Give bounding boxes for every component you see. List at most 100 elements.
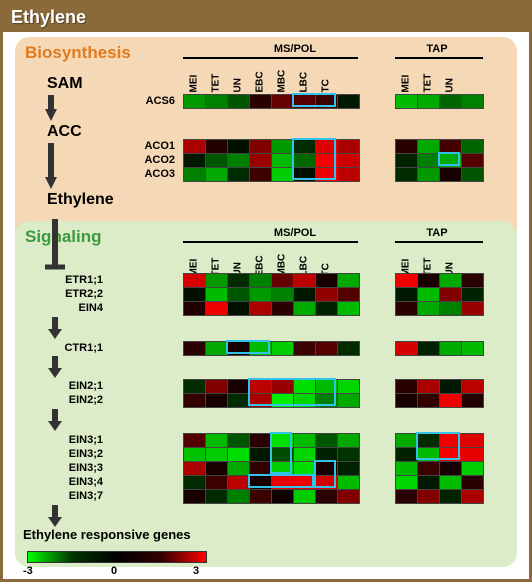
heatmap-cell	[440, 302, 462, 316]
heatmap-cell	[294, 434, 316, 448]
heatmap-cell	[396, 476, 418, 490]
heatmap-cell	[272, 302, 294, 316]
heatmap-cell	[462, 168, 484, 182]
heatmap-cell	[316, 490, 338, 504]
heatmap-cell	[418, 476, 440, 490]
heatmap-cell	[228, 434, 250, 448]
heatmap-cell	[250, 394, 272, 408]
heatmap-cell	[184, 140, 206, 154]
heatmap-biosyn-acs-tap	[395, 94, 484, 109]
heatmap-cell	[462, 462, 484, 476]
arrow-icon	[45, 109, 57, 121]
heatmap-cell	[418, 448, 440, 462]
heatmap-cell	[250, 380, 272, 394]
heatmap-cell	[184, 380, 206, 394]
arrow-stem	[48, 143, 54, 177]
heatmap-cell	[294, 342, 316, 356]
heatmap-cell	[206, 274, 228, 288]
gene-label: ACO3	[105, 167, 175, 181]
heatmap-cell	[184, 462, 206, 476]
heatmap-cell	[396, 448, 418, 462]
heatmap-cell	[272, 490, 294, 504]
heatmap-cell	[272, 380, 294, 394]
heatmap-cell	[338, 95, 360, 109]
pathway-node-ethylene: Ethylene	[47, 191, 163, 209]
heatmap-cell	[206, 380, 228, 394]
column-label: MBC	[277, 71, 288, 93]
heatmap-cell	[250, 95, 272, 109]
heatmap-cell	[396, 274, 418, 288]
heatmap-cell	[250, 434, 272, 448]
heatmap-cell	[184, 95, 206, 109]
gene-label: EIN4	[25, 301, 103, 315]
heatmap-cell	[440, 274, 462, 288]
heatmap-cell	[316, 274, 338, 288]
heatmap-cell	[462, 302, 484, 316]
gene-label: EIN3;4	[25, 475, 103, 489]
heatmap-cell	[206, 168, 228, 182]
heatmap-cell	[440, 380, 462, 394]
heatmap-cell	[184, 476, 206, 490]
heatmap-cell	[250, 302, 272, 316]
heatmap-cell	[440, 168, 462, 182]
biosynthesis-title: Biosynthesis	[25, 43, 131, 63]
heatmap-cell	[462, 490, 484, 504]
heatmap-cell	[272, 274, 294, 288]
heatmap-cell	[206, 394, 228, 408]
heatmap-cell	[206, 154, 228, 168]
heatmap-cell	[418, 302, 440, 316]
heatmap-cell	[338, 462, 360, 476]
heatmap-cell	[272, 476, 294, 490]
heatmap-cell	[228, 154, 250, 168]
heatmap-cell	[228, 274, 250, 288]
column-label: TC	[321, 71, 332, 93]
sig-colhead-tap: MEITETUN	[395, 255, 461, 273]
column-label: EBC	[255, 71, 266, 93]
arrow-icon	[45, 409, 65, 431]
heatmap-cell	[338, 490, 360, 504]
heatmap-cell	[294, 394, 316, 408]
heatmap-cell	[316, 448, 338, 462]
heatmap-cell	[338, 394, 360, 408]
heatmap-cell	[228, 342, 250, 356]
biosyn-genelabels-aco: ACO1 ACO2 ACO3	[105, 139, 175, 181]
group-label-tap-sig: TAP	[407, 227, 467, 239]
sig-genelabels-ein3: EIN3;1 EIN3;2 EIN3;3 EIN3;4 EIN3;7	[25, 433, 103, 503]
heatmap-cell	[316, 168, 338, 182]
arrow-icon	[45, 505, 65, 527]
heatmap-cell	[272, 140, 294, 154]
biosyn-colhead-tap: MEITETUN	[395, 71, 461, 89]
heatmap-cell	[418, 274, 440, 288]
heatmap-cell	[396, 380, 418, 394]
heatmap-cell	[418, 380, 440, 394]
heatmap-cell	[206, 476, 228, 490]
heatmap-cell	[206, 448, 228, 462]
heatmap-cell	[228, 462, 250, 476]
group-line-tap	[395, 57, 483, 59]
arrow-icon	[45, 356, 65, 378]
heatmap-cell	[184, 490, 206, 504]
heatmap-cell	[462, 394, 484, 408]
heatmap-cell	[184, 168, 206, 182]
signaling-section: Signaling MS/POL TAP MEITETUNEBCMBCLBCTC…	[15, 221, 517, 567]
heatmap-cell	[228, 394, 250, 408]
heatmap-cell	[396, 154, 418, 168]
heatmap-cell	[316, 434, 338, 448]
heatmap-sig-etr-mspol	[183, 273, 360, 316]
heatmap-sig-ein3-mspol	[183, 433, 360, 504]
heatmap-cell	[396, 95, 418, 109]
heatmap-cell	[440, 342, 462, 356]
heatmap-sig-ctr-tap	[395, 341, 484, 356]
heatmap-cell	[250, 168, 272, 182]
scale-max: 3	[193, 565, 199, 577]
heatmap-cell	[338, 380, 360, 394]
heatmap-cell	[206, 342, 228, 356]
heatmap-cell	[440, 288, 462, 302]
heatmap-cell	[250, 476, 272, 490]
heatmap-cell	[250, 140, 272, 154]
heatmap-cell	[338, 302, 360, 316]
ethylene-panel: Ethylene Biosynthesis MS/POL TAP MEITETU…	[0, 0, 532, 582]
gene-label: EIN2;2	[25, 393, 103, 407]
heatmap-cell	[250, 490, 272, 504]
column-label: UN	[445, 71, 456, 93]
